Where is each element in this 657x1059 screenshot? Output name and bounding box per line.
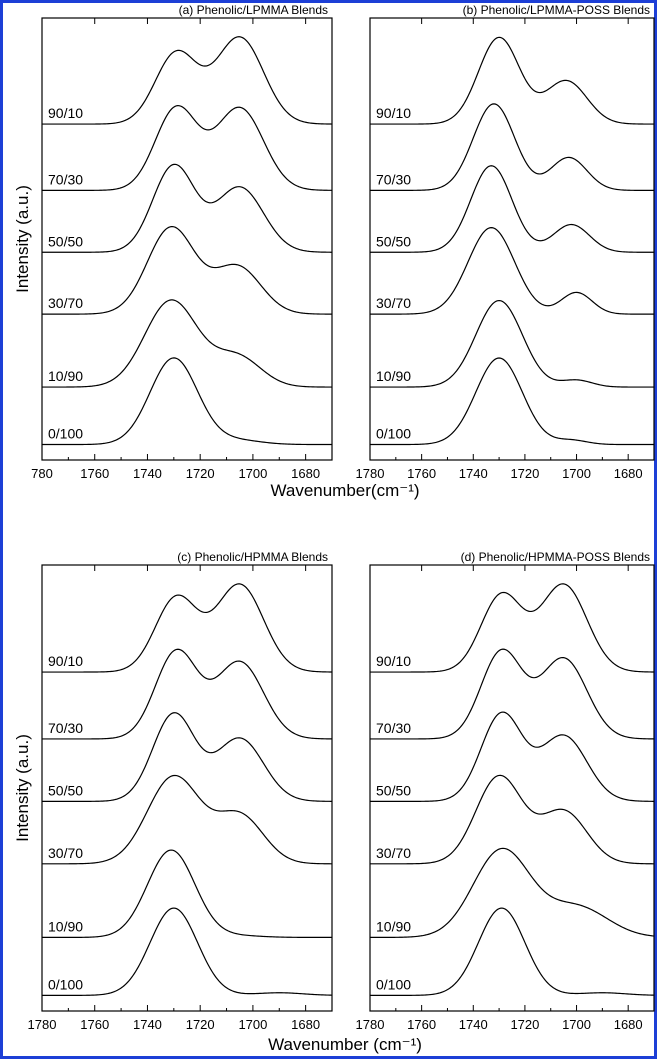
x-tick-label: 1780 bbox=[356, 466, 385, 481]
series-label: 30/70 bbox=[48, 845, 83, 861]
x-tick-label: 1680 bbox=[291, 466, 320, 481]
series-label: 50/50 bbox=[376, 782, 411, 798]
spectrum-line-30-70 bbox=[370, 774, 654, 865]
x-tick-label: 1760 bbox=[407, 1017, 436, 1032]
series-label: 10/90 bbox=[376, 368, 411, 384]
panel-title: (b) Phenolic/LPMMA-POSS Blends bbox=[463, 3, 650, 17]
x-tick-label: 1760 bbox=[407, 466, 436, 481]
spectrum-line-50-50 bbox=[42, 712, 333, 802]
spectrum-line-90-10 bbox=[370, 583, 655, 673]
x-axis-label: Wavenumber (cm⁻¹) bbox=[268, 1035, 422, 1054]
spectrum-line-10-90 bbox=[42, 849, 332, 939]
x-tick-label: 1700 bbox=[238, 1017, 267, 1032]
series-label: 0/100 bbox=[376, 426, 411, 442]
x-tick-label: 1780 bbox=[356, 1017, 385, 1032]
series-label: 90/10 bbox=[376, 653, 411, 669]
spectrum-line-90-10 bbox=[42, 36, 333, 125]
series-label: 0/100 bbox=[48, 426, 83, 442]
y-axis-label: Intensity (a.u.) bbox=[13, 185, 32, 293]
spectrum-line-90-10 bbox=[370, 36, 654, 125]
y-axis-label: Intensity (a.u.) bbox=[13, 734, 32, 842]
spectrum-line-10-90 bbox=[370, 299, 654, 388]
spectrum-line-30-70 bbox=[370, 227, 654, 315]
spectrum-line-70-30 bbox=[370, 103, 654, 191]
x-tick-label: 1760 bbox=[80, 1017, 109, 1032]
x-tick-label: 1680 bbox=[291, 1017, 320, 1032]
series-label: 50/50 bbox=[48, 782, 83, 798]
series-label: 10/90 bbox=[48, 918, 83, 934]
series-label: 90/10 bbox=[48, 653, 83, 669]
x-tick-label: 1680 bbox=[614, 1017, 643, 1032]
series-label: 90/10 bbox=[376, 105, 411, 121]
spectrum-line-0-100 bbox=[370, 907, 655, 996]
spectrum-line-70-30 bbox=[370, 648, 655, 740]
series-label: 70/30 bbox=[376, 720, 411, 736]
spectrum-line-70-30 bbox=[42, 648, 333, 740]
series-label: 70/30 bbox=[48, 720, 83, 736]
spectrum-line-90-10 bbox=[42, 583, 333, 673]
x-tick-label: 1760 bbox=[80, 466, 109, 481]
series-label: 30/70 bbox=[48, 295, 83, 311]
spectrum-line-30-70 bbox=[42, 225, 332, 315]
series-label: 10/90 bbox=[48, 368, 83, 384]
x-tick-label: 1700 bbox=[238, 466, 267, 481]
series-label: 70/30 bbox=[376, 171, 411, 187]
series-label: 70/30 bbox=[48, 171, 83, 187]
x-tick-label: 1740 bbox=[133, 1017, 162, 1032]
panel-title: (a) Phenolic/LPMMA Blends bbox=[179, 3, 328, 17]
spectrum-line-0-100 bbox=[370, 357, 654, 446]
x-tick-label: 1700 bbox=[562, 466, 591, 481]
panel-title: (d) Phenolic/HPMMA-POSS Blends bbox=[461, 550, 650, 564]
series-label: 30/70 bbox=[376, 295, 411, 311]
spectrum-line-10-90 bbox=[42, 299, 332, 388]
panel-title: (c) Phenolic/HPMMA Blends bbox=[177, 550, 328, 564]
x-tick-label: 1780 bbox=[28, 1017, 57, 1032]
x-tick-label: 1720 bbox=[510, 1017, 539, 1032]
plot-area-1 bbox=[369, 17, 655, 461]
x-tick-label: 1680 bbox=[614, 466, 643, 481]
spectrum-line-50-50 bbox=[42, 163, 333, 253]
spectrum-line-70-30 bbox=[42, 105, 333, 191]
series-label: 30/70 bbox=[376, 845, 411, 861]
spectrum-line-50-50 bbox=[370, 711, 655, 802]
spectrum-line-10-90 bbox=[370, 847, 655, 939]
series-label: 10/90 bbox=[376, 918, 411, 934]
spectrum-line-0-100 bbox=[42, 907, 333, 996]
x-tick-label: 1720 bbox=[186, 1017, 215, 1032]
plot-area-3 bbox=[369, 564, 655, 1012]
plot-area-0 bbox=[41, 17, 333, 461]
x-tick-label: 1720 bbox=[510, 466, 539, 481]
series-label: 0/100 bbox=[376, 976, 411, 992]
plot-area-2 bbox=[41, 564, 333, 1012]
x-tick-label: 1740 bbox=[133, 466, 162, 481]
x-tick-label: 1720 bbox=[186, 466, 215, 481]
x-tick-label: 1700 bbox=[562, 1017, 591, 1032]
spectrum-line-0-100 bbox=[42, 357, 332, 446]
x-tick-label: 1740 bbox=[459, 466, 488, 481]
spectrum-line-30-70 bbox=[42, 774, 333, 865]
x-tick-label: 1740 bbox=[459, 1017, 488, 1032]
spectrum-line-50-50 bbox=[370, 165, 654, 253]
series-label: 0/100 bbox=[48, 976, 83, 992]
x-axis-label: Wavenumber(cm⁻¹) bbox=[270, 481, 419, 500]
series-label: 50/50 bbox=[376, 233, 411, 249]
series-label: 90/10 bbox=[48, 105, 83, 121]
series-label: 50/50 bbox=[48, 233, 83, 249]
x-tick-label: 780 bbox=[31, 466, 53, 481]
